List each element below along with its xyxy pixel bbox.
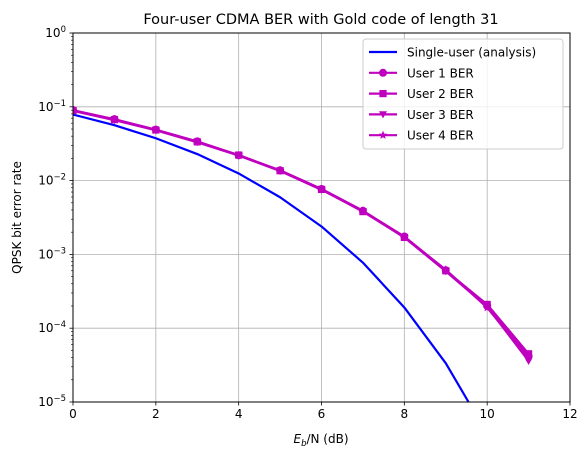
series-line xyxy=(73,113,470,402)
x-tick-label: 8 xyxy=(401,407,409,421)
y-axis-label: QPSK bit error rate xyxy=(10,161,24,274)
x-axis-label-sub: b xyxy=(301,439,306,449)
star-marker xyxy=(234,150,244,159)
legend-marker xyxy=(378,130,388,139)
series-line xyxy=(73,109,530,359)
x-axis-label-main: E xyxy=(293,432,301,446)
legend-label: User 3 BER xyxy=(407,108,474,122)
legend-label: User 4 BER xyxy=(407,129,474,143)
series-layer xyxy=(73,105,533,402)
star-marker xyxy=(358,206,368,215)
series-5 xyxy=(73,105,533,362)
star-marker xyxy=(441,265,451,274)
star-marker xyxy=(192,136,202,146)
star-marker xyxy=(73,105,78,115)
y-axis: 10−5 10−4 10−3 10−2 10−1 100 xyxy=(38,25,73,409)
y-tick-label: 10−1 xyxy=(38,99,66,114)
x-tick-label: 12 xyxy=(562,407,577,421)
legend-frame xyxy=(362,38,564,150)
y-tick-label: 10−4 xyxy=(38,320,66,335)
star-marker xyxy=(524,352,533,362)
y-tick-label: 100 xyxy=(45,25,66,40)
x-tick-label: 2 xyxy=(152,407,160,421)
legend-label: User 1 BER xyxy=(407,66,474,80)
star-marker xyxy=(482,303,492,312)
legend-label: User 2 BER xyxy=(407,87,474,101)
y-tick-label: 10−3 xyxy=(38,246,66,261)
y-tick-label: 10−5 xyxy=(38,394,66,409)
legend: Single-user (analysis) User 1 BER User 2 B… xyxy=(362,38,564,150)
y-tick-label: 10−2 xyxy=(38,173,66,188)
star-marker xyxy=(151,125,161,134)
legend-label: Single-user (analysis) xyxy=(407,46,536,60)
x-axis-label-rest: /N (dB) xyxy=(306,432,348,446)
x-tick-label: 10 xyxy=(480,407,495,421)
x-axis: 0 2 4 6 8 10 12 xyxy=(69,402,578,421)
star-marker xyxy=(399,232,409,241)
x-axis-label: Eb/N (dB) xyxy=(293,432,348,449)
x-tick-label: 4 xyxy=(235,407,243,421)
chart-title: Four-user CDMA BER with Gold code of len… xyxy=(143,12,498,28)
x-tick-label: 0 xyxy=(69,407,77,421)
star-marker xyxy=(317,184,326,193)
star-marker xyxy=(110,114,119,124)
series-1 xyxy=(73,113,470,402)
legend-marker xyxy=(379,90,387,98)
legend-marker xyxy=(379,111,387,119)
legend-marker xyxy=(379,68,387,77)
x-tick-label: 6 xyxy=(318,407,326,421)
star-marker xyxy=(275,165,285,175)
